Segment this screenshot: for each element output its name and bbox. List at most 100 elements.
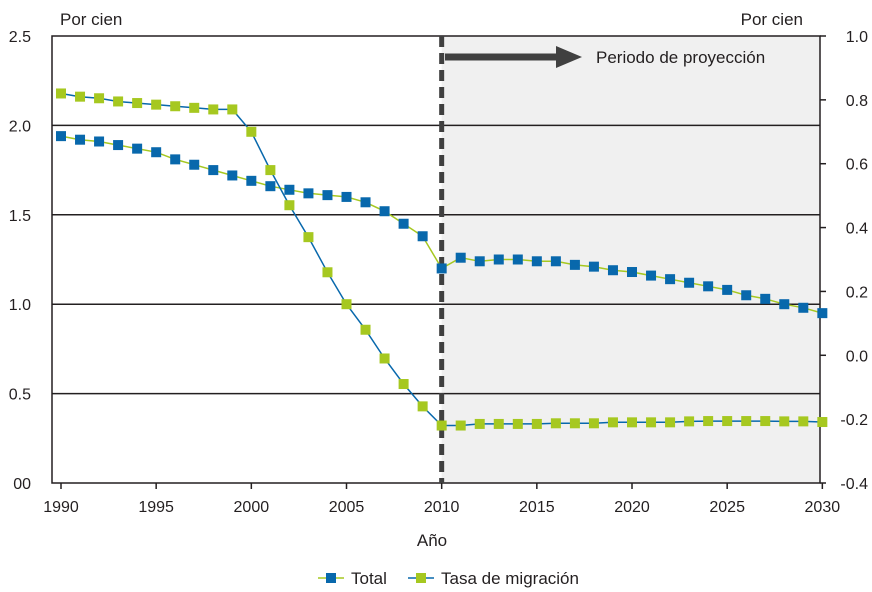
- legend-total-marker: [326, 573, 336, 583]
- right-axis-ticks: -0.4 -0.2 0.0 0.2 0.4 0.6 0.8 1.0: [820, 29, 868, 493]
- legend-item-total: Total: [318, 569, 387, 588]
- legend-item-migration: Tasa de migración: [408, 569, 579, 588]
- legend-migration-label: Tasa de migración: [441, 569, 579, 588]
- migration-point: [284, 200, 295, 211]
- total-point: [151, 147, 162, 158]
- total-point: [113, 140, 124, 151]
- total-point: [227, 170, 238, 181]
- total-point: [474, 256, 485, 267]
- total-point: [75, 134, 86, 145]
- total-point: [379, 206, 390, 217]
- total-point: [607, 265, 618, 276]
- left-tick-label: 1.5: [9, 208, 31, 225]
- left-tick-label: 2.5: [9, 29, 31, 46]
- total-point: [550, 256, 561, 267]
- migration-point: [741, 416, 752, 427]
- total-point: [741, 290, 752, 301]
- left-axis-unit: Por cien: [60, 10, 122, 29]
- total-point: [760, 293, 771, 304]
- migration-point: [341, 299, 352, 310]
- migration-point: [569, 418, 580, 429]
- right-tick-label: 0.8: [846, 93, 868, 110]
- left-tick-label: 0.5: [9, 387, 31, 404]
- migration-point: [94, 93, 105, 104]
- projection-arrow-icon: [445, 46, 582, 68]
- x-tick-label: 1990: [43, 499, 79, 516]
- migration-point: [265, 165, 276, 176]
- migration-point: [665, 417, 676, 428]
- total-point: [569, 259, 580, 270]
- total-point: [246, 175, 257, 186]
- right-tick-label: -0.2: [840, 412, 868, 429]
- migration-point: [436, 420, 447, 431]
- migration-point: [208, 104, 219, 115]
- total-point: [417, 231, 428, 242]
- migration-point: [170, 101, 181, 112]
- total-point: [303, 188, 314, 199]
- migration-point: [798, 416, 809, 427]
- migration-point: [722, 416, 733, 427]
- total-point: [455, 252, 466, 263]
- migration-point: [56, 88, 66, 99]
- migration-point: [531, 418, 542, 429]
- left-tick-label: 2.0: [9, 118, 31, 135]
- migration-point: [760, 416, 771, 427]
- legend-total-label: Total: [351, 569, 387, 588]
- migration-point: [398, 379, 409, 390]
- left-tick-label: 1.0: [9, 297, 31, 314]
- migration-point: [493, 418, 504, 429]
- left-tick-label: 00: [13, 476, 31, 493]
- x-tick-label: 1995: [138, 499, 174, 516]
- total-point: [627, 267, 638, 278]
- gridlines: [52, 124, 820, 395]
- total-point: [189, 159, 200, 170]
- total-point: [132, 143, 143, 154]
- migration-point: [779, 416, 790, 427]
- total-point: [398, 218, 409, 229]
- migration-point: [684, 416, 695, 427]
- migration-point: [227, 104, 238, 115]
- total-point: [170, 154, 181, 165]
- right-tick-label: 0.2: [846, 284, 868, 301]
- migration-point: [113, 96, 124, 107]
- x-tick-label: 2005: [329, 499, 365, 516]
- total-point: [208, 165, 219, 176]
- x-tick-label: 2025: [709, 499, 745, 516]
- migration-point: [303, 232, 314, 243]
- left-axis-ticks: 00 0.5 1.0 1.5 2.0 2.5: [9, 29, 31, 493]
- right-tick-label: 1.0: [846, 29, 868, 46]
- migration-point: [512, 418, 523, 429]
- total-point: [646, 270, 657, 281]
- right-axis-unit: Por cien: [741, 10, 803, 29]
- total-point: [436, 263, 447, 274]
- projection-annotation: Periodo de proyección: [596, 48, 765, 67]
- migration-point: [246, 126, 257, 137]
- migration-point: [75, 91, 86, 102]
- migration-point: [817, 417, 828, 428]
- total-point: [493, 254, 504, 265]
- total-point: [779, 299, 790, 310]
- x-axis-label: Año: [417, 531, 447, 550]
- migration-point: [627, 417, 638, 428]
- total-point: [588, 261, 599, 272]
- x-axis-ticks: 1990 1995 2000 2005 2010 2015 2020 2025 2030: [43, 483, 840, 516]
- total-point: [703, 281, 714, 292]
- total-point: [284, 184, 295, 195]
- migration-point: [322, 267, 333, 278]
- plot-frame: [51, 35, 821, 484]
- right-tick-label: 0.4: [846, 221, 868, 238]
- migration-point: [607, 417, 618, 428]
- total-point: [798, 302, 809, 313]
- migration-point: [360, 324, 371, 335]
- right-tick-label: -0.4: [840, 476, 868, 493]
- migration-point: [379, 353, 390, 364]
- total-point: [684, 277, 695, 288]
- total-point: [94, 136, 105, 147]
- migration-point: [646, 417, 657, 428]
- migration-point: [189, 102, 200, 113]
- migration-point: [417, 401, 428, 412]
- migration-point: [151, 99, 162, 110]
- total-point: [265, 181, 276, 192]
- x-tick-label: 2020: [614, 499, 650, 516]
- total-point: [817, 308, 828, 319]
